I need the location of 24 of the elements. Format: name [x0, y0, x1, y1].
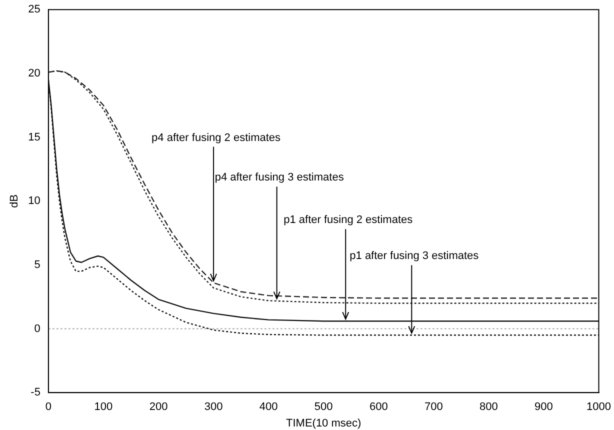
x-tick-label: 1000: [586, 401, 612, 414]
y-tick-label: 20: [28, 67, 40, 80]
x-axis-title: TIME(10 msec): [286, 417, 362, 430]
x-tick-label: 600: [369, 401, 388, 414]
y-tick-label: 10: [28, 195, 40, 208]
annotation: p4 after fusing 3 estimates: [214, 172, 344, 184]
x-tick-label: 300: [204, 401, 223, 414]
y-tick-label: 5: [34, 258, 40, 271]
x-tick-label: 100: [94, 401, 113, 414]
annotation: p1 after fusing 3 estimates: [350, 250, 480, 262]
x-tick-label: 800: [480, 401, 498, 414]
x-tick-label: 400: [259, 401, 278, 414]
y-tick-label: 15: [28, 131, 40, 144]
y-tick-label: 25: [28, 4, 40, 16]
y-tick-label: -5: [30, 386, 40, 399]
x-tick-label: 200: [149, 401, 168, 414]
x-tick-label: 900: [534, 401, 553, 414]
y-axis-title: dB: [8, 194, 21, 208]
x-tick-label: 500: [314, 401, 333, 414]
annotation: p1 after fusing 2 estimates: [284, 214, 414, 226]
annotation: p4 after fusing 2 estimates: [152, 132, 282, 144]
y-tick-label: 0: [34, 322, 40, 335]
x-tick-label: 700: [424, 401, 443, 414]
x-tick-label: 0: [45, 401, 52, 414]
